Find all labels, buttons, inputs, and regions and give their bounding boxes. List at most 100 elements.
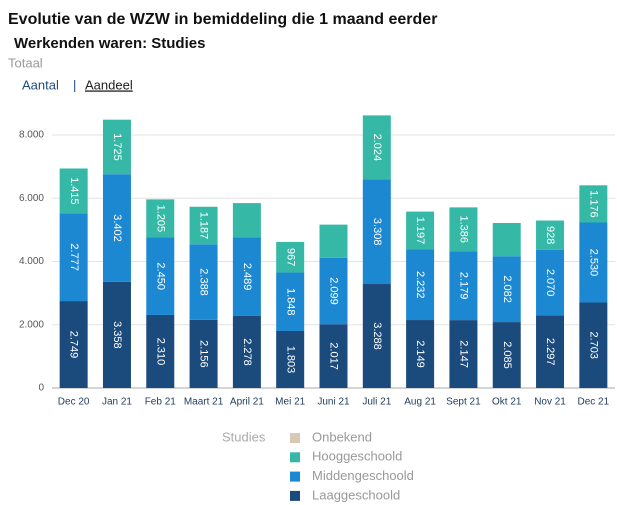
value-label: 2.085	[501, 341, 513, 369]
bar-segment	[276, 272, 305, 331]
value-label: 2.156	[198, 340, 210, 368]
bar-segment	[232, 203, 261, 238]
bar-segment	[449, 320, 478, 388]
value-label: 2.297	[544, 338, 556, 366]
bar-segment	[59, 168, 88, 214]
tab-separator: |	[73, 77, 76, 92]
bar-segment	[189, 244, 218, 320]
tab-aantal[interactable]: Aantal	[22, 77, 59, 92]
y-tick-label: 0	[38, 383, 44, 394]
value-label: 2.310	[154, 338, 166, 366]
legend-label: Onbekend	[312, 429, 372, 444]
x-tick-label: Dec 20	[58, 397, 90, 408]
x-tick-label: Maart 21	[184, 397, 224, 408]
value-label: 1.803	[284, 346, 296, 374]
value-label: 2.017	[328, 342, 340, 370]
tab-aandeel[interactable]: Aandeel	[85, 77, 133, 92]
y-tick-label: 4.000	[19, 256, 44, 267]
legend-swatch	[290, 433, 300, 443]
bar-segment	[362, 115, 391, 180]
bar-segment	[579, 302, 608, 388]
bar-segment	[362, 284, 391, 388]
bar-segment	[536, 220, 565, 250]
x-tick-label: Juli 21	[362, 397, 391, 408]
bar-segment	[146, 237, 175, 315]
value-label: 2.082	[501, 275, 513, 303]
bar-segment	[146, 314, 175, 388]
chart-subtitle: Werkenden waren: Studies	[14, 35, 205, 52]
legend-label: Laaggeschoold	[312, 487, 400, 502]
value-label: 2.388	[198, 268, 210, 296]
x-tick-label: Dec 21	[578, 397, 610, 408]
bar-segment	[536, 249, 565, 316]
legend-swatch	[290, 471, 300, 482]
bar-segment	[189, 319, 218, 388]
x-tick-label: Aug 21	[404, 397, 436, 408]
value-label: 2.070	[544, 269, 556, 297]
value-label: 2.024	[371, 134, 383, 162]
x-tick-label: Feb 21	[145, 397, 177, 408]
value-label: 2.179	[458, 272, 470, 300]
x-tick-label: Sept 21	[446, 397, 481, 408]
legend-label: Middengeschoold	[312, 468, 414, 483]
bar-segment	[406, 249, 435, 321]
value-label: 2.749	[68, 331, 80, 359]
value-label: 3.402	[111, 214, 123, 242]
bar-segment	[319, 257, 348, 325]
bar-segment	[276, 330, 305, 388]
legend-title: Studies	[222, 429, 266, 444]
bar-segment	[362, 179, 391, 285]
bar-segment	[59, 301, 88, 388]
value-label: 2.450	[154, 262, 166, 290]
bar-segment	[232, 315, 261, 388]
value-label: 2.530	[587, 249, 599, 277]
bar-segment	[536, 315, 565, 388]
legend-label: Hooggeschoold	[312, 449, 402, 464]
bar-segment	[189, 206, 218, 245]
value-label: 1.386	[458, 216, 470, 244]
value-label: 2.278	[241, 338, 253, 366]
value-label: 1.197	[414, 217, 426, 245]
value-label: 2.232	[414, 271, 426, 299]
value-label: 1.848	[284, 288, 296, 316]
bar-segment	[146, 199, 175, 238]
y-tick-label: 2.000	[19, 319, 44, 330]
x-tick-label: Okt 21	[492, 397, 522, 408]
bar-segment	[232, 237, 261, 316]
bar-segment	[59, 213, 88, 302]
value-label: 1.415	[68, 177, 80, 205]
value-label: 928	[544, 226, 556, 244]
value-label: 2.777	[68, 243, 80, 271]
x-tick-label: Jan 21	[102, 397, 132, 408]
bar-segment	[449, 207, 478, 252]
legend-swatch	[290, 490, 300, 501]
bar-segment	[406, 211, 435, 250]
bar-segment	[276, 241, 305, 273]
value-label: 1.176	[587, 190, 599, 218]
bar-segment	[492, 322, 521, 388]
bar-segment	[579, 185, 608, 223]
value-label: 3.358	[111, 321, 123, 349]
bar-segment	[102, 119, 131, 175]
bar-segment	[579, 222, 608, 303]
bar-segment	[492, 256, 521, 323]
x-tick-label: Nov 21	[534, 397, 566, 408]
value-label: 2.149	[414, 340, 426, 368]
value-label: 1.205	[154, 205, 166, 233]
y-tick-label: 6.000	[19, 193, 44, 204]
value-label: 1.187	[198, 212, 210, 240]
scope-label: Totaal	[8, 55, 43, 70]
legend-swatch	[290, 452, 300, 463]
y-tick-label: 8.000	[19, 130, 44, 141]
value-label: 2.147	[458, 340, 470, 368]
bar-segment	[492, 223, 521, 257]
value-label: 2.099	[328, 277, 340, 305]
chart-title: Evolutie van de WZW in bemiddeling die 1…	[8, 11, 437, 28]
bar-segment	[102, 281, 131, 388]
bar-segment	[102, 174, 131, 282]
bar-segment	[319, 224, 348, 258]
value-label: 1.725	[111, 133, 123, 161]
value-label: 3.288	[371, 322, 383, 350]
bar-segment	[449, 251, 478, 321]
